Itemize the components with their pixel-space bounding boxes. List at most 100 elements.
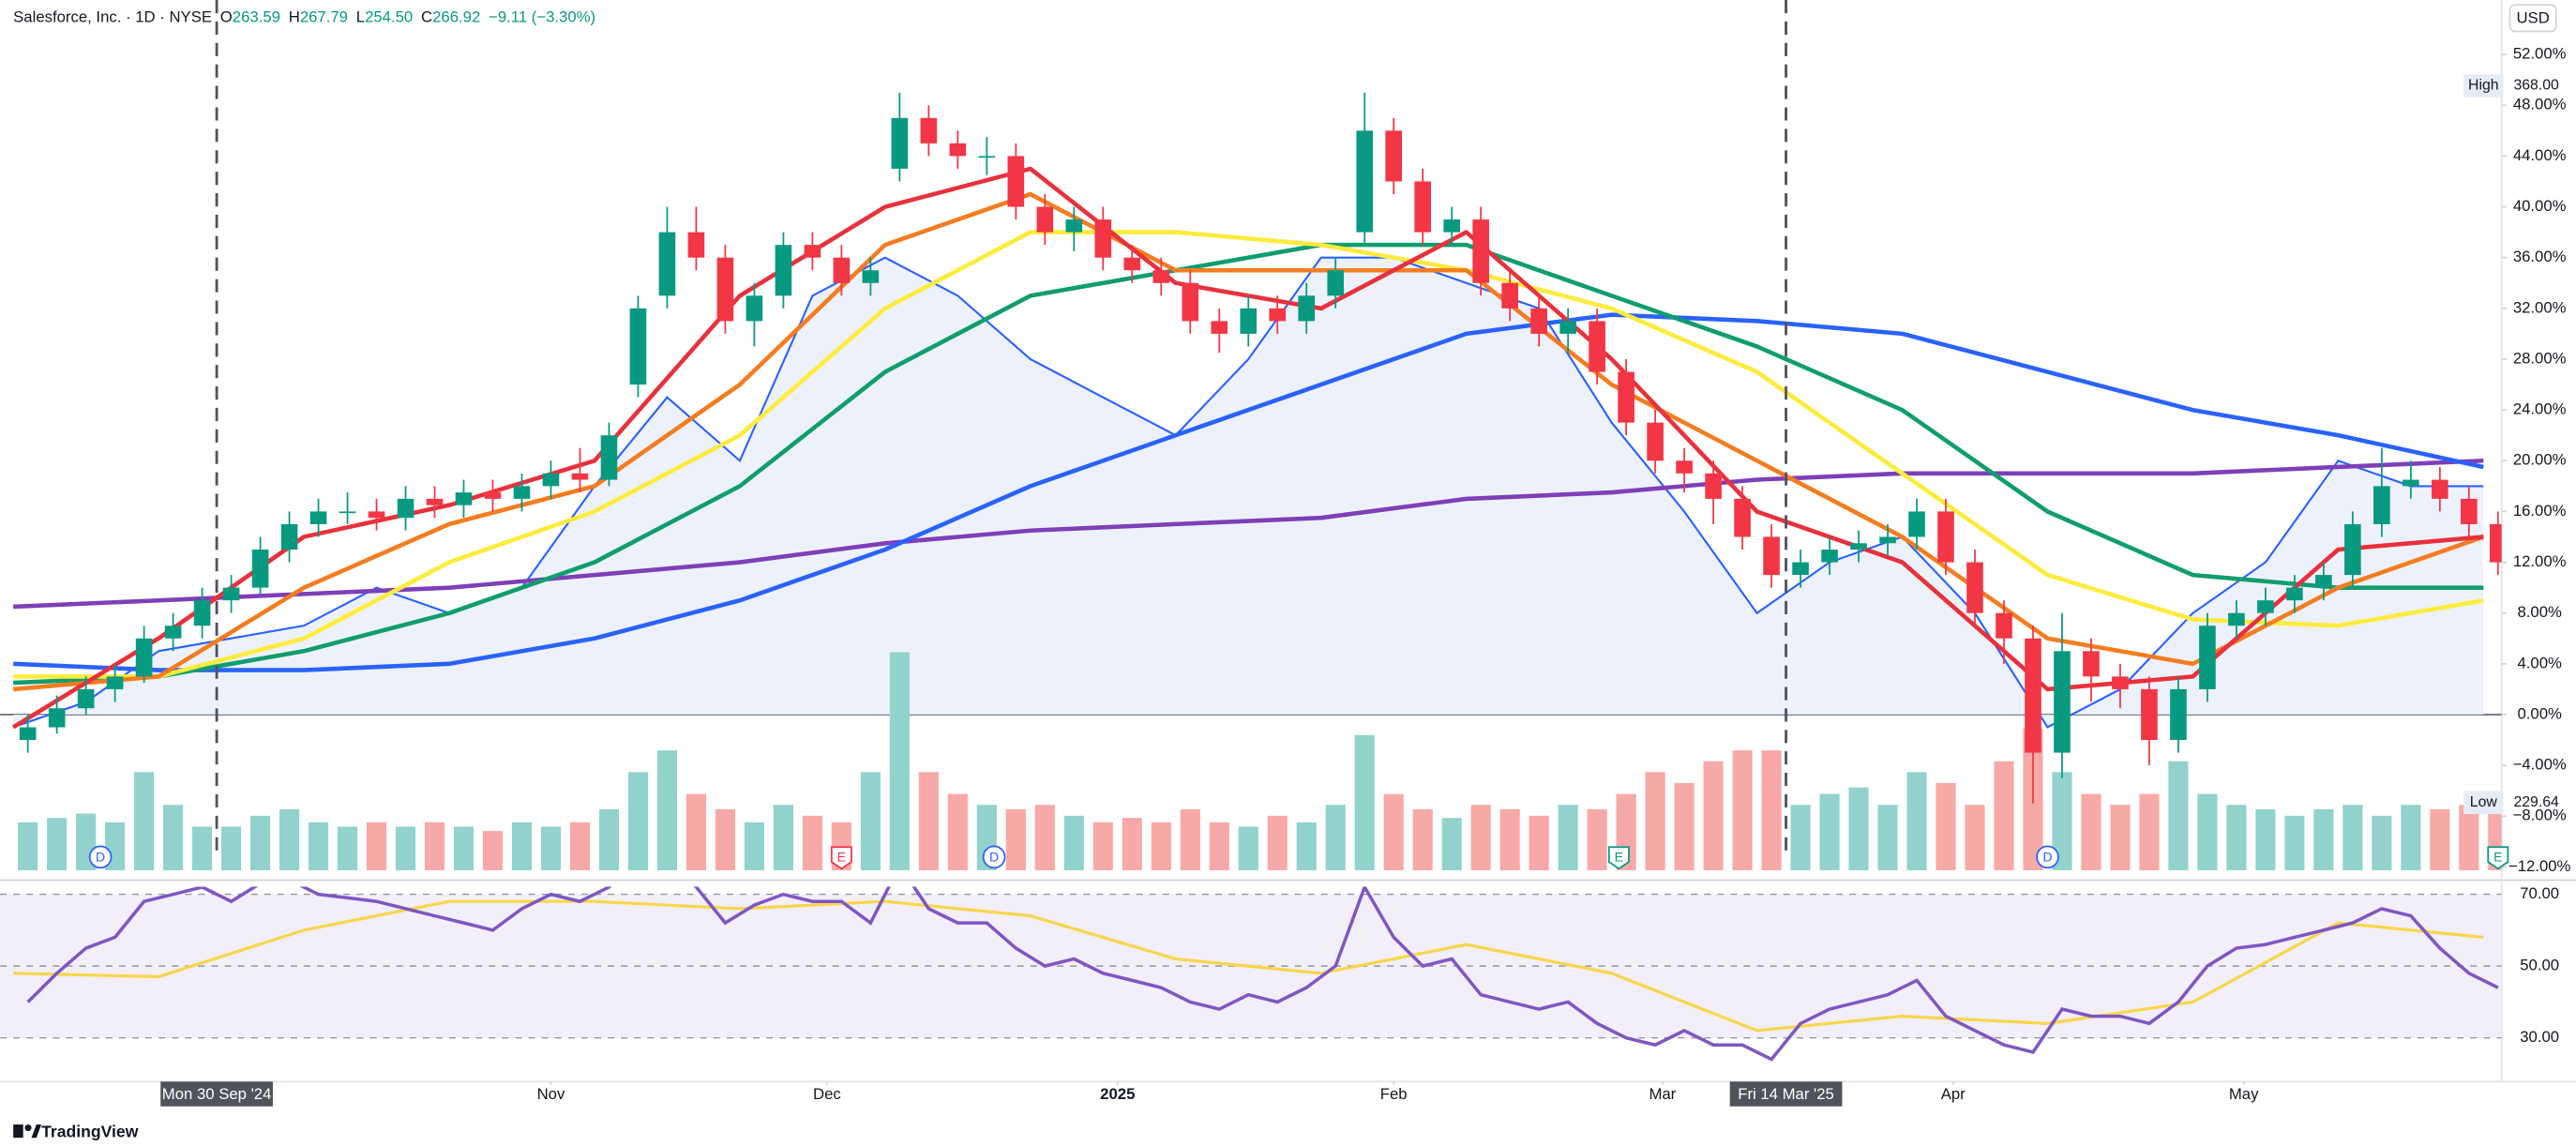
volume-bar <box>2139 793 2160 870</box>
volume-bar <box>2081 793 2101 870</box>
candle-body <box>978 156 996 158</box>
candle-body <box>1036 206 1054 233</box>
candle-body <box>891 117 909 169</box>
candle-body <box>426 498 444 505</box>
candle-body <box>1559 321 1576 334</box>
volume-bar <box>918 772 939 870</box>
volume-bar <box>1936 782 1956 870</box>
candle-body <box>1501 282 1518 309</box>
volume-bar <box>1848 787 1869 870</box>
volume-bar <box>947 793 968 870</box>
candle-body <box>2141 688 2158 741</box>
volume-bar <box>1063 815 1084 870</box>
y-tick-label: 52.00% <box>2513 45 2567 63</box>
logo-mark <box>24 1124 32 1132</box>
candle-body <box>542 473 560 487</box>
candle-body <box>1618 371 1634 423</box>
candle-body <box>1763 536 1780 576</box>
date-marker-box <box>1729 1081 1843 1107</box>
volume-bar <box>134 772 155 870</box>
candle-body <box>1850 543 1867 550</box>
candle-body <box>2432 479 2448 499</box>
volume-bar <box>1819 793 1840 870</box>
candle-body <box>135 638 153 677</box>
volume-bar <box>1151 822 1171 870</box>
compare-area <box>13 257 2484 728</box>
candle-body <box>1414 181 1431 233</box>
rsi-pane <box>0 886 2502 1062</box>
ohlc-label: L <box>356 8 365 26</box>
candle-body <box>2257 600 2274 613</box>
price-pane <box>0 92 2502 870</box>
candle-body <box>1966 562 1983 613</box>
y-tick-label: 28.00% <box>2513 349 2567 367</box>
x-tick-label: Mar <box>1649 1085 1676 1103</box>
logo: TradingView <box>13 1123 139 1141</box>
y-tick-label: 12.00% <box>2513 552 2567 570</box>
volume-bar <box>1674 782 1695 870</box>
volume-bar <box>511 822 533 870</box>
candle-body <box>1385 130 1402 182</box>
candle-body <box>833 257 851 283</box>
volume-bar <box>656 750 678 870</box>
volume-bar <box>1180 808 1200 870</box>
event-marker <box>830 846 852 870</box>
price-tag-label: Low <box>2470 794 2498 810</box>
legend-header: Salesforce, Inc. · 1D · NYSE O263.59 H267.… <box>13 8 595 26</box>
volume-bar <box>1325 805 1346 870</box>
candle-body <box>1734 498 1751 537</box>
volume-bar <box>1267 815 1288 870</box>
currency: USD <box>2516 9 2549 27</box>
candle-body <box>1240 308 1258 334</box>
volume-bar <box>424 822 445 870</box>
volume-bar <box>2372 815 2392 870</box>
candle-body <box>1996 612 2012 639</box>
volume-bar <box>1383 793 1404 870</box>
volume-bar <box>598 808 620 870</box>
y-tick-label: −12.00% <box>2508 857 2571 875</box>
x-tick-label: Nov <box>537 1085 565 1103</box>
event-label: E <box>837 849 846 864</box>
volume-bar <box>2110 805 2131 870</box>
candle-body <box>2170 688 2187 741</box>
price-tag-value: 229.64 <box>2513 794 2559 810</box>
x-tick-label: Apr <box>1941 1085 1966 1103</box>
volume-bar <box>2052 772 2072 870</box>
volume-bar <box>453 826 475 870</box>
price-tag-box <box>2463 791 2504 815</box>
volume-bar <box>1529 815 1549 870</box>
candle-body <box>1152 270 1170 283</box>
volume-bar <box>308 822 329 870</box>
y-tick-label: 32.00% <box>2513 298 2567 316</box>
candle-body <box>1647 422 1664 461</box>
moving-average <box>13 312 2484 672</box>
candle-body <box>1821 550 1838 563</box>
candle-body <box>2490 523 2502 563</box>
candle-body <box>77 688 95 709</box>
ohlc-label: O <box>220 8 233 26</box>
candle-body <box>2228 612 2245 626</box>
volume-bar <box>1034 805 1055 870</box>
candle-body <box>862 270 880 283</box>
y-tick-label: 48.00% <box>2513 96 2567 113</box>
candle-body <box>1356 130 1374 233</box>
y-tick-label: 16.00% <box>2513 502 2567 520</box>
candle-body <box>1472 219 1489 283</box>
volume-bar <box>2430 808 2450 870</box>
volume-bar <box>192 826 213 870</box>
candle-body <box>48 708 66 728</box>
y-tick-label: 36.00% <box>2513 248 2567 265</box>
compare-line <box>12 256 2484 729</box>
x-tick-label: 2025 <box>1100 1085 1135 1103</box>
volume-bar <box>1005 808 1026 870</box>
volume-bar <box>540 826 562 870</box>
candle-body <box>1211 321 1228 334</box>
candle-body <box>571 473 589 480</box>
volume-bar <box>250 815 271 870</box>
candle-body <box>1298 295 1316 322</box>
candle-body <box>251 550 269 588</box>
volume-bar <box>1470 805 1491 870</box>
currency-box[interactable] <box>2508 4 2557 33</box>
volume-bar <box>2401 805 2421 870</box>
brand: TradingView <box>41 1123 139 1141</box>
